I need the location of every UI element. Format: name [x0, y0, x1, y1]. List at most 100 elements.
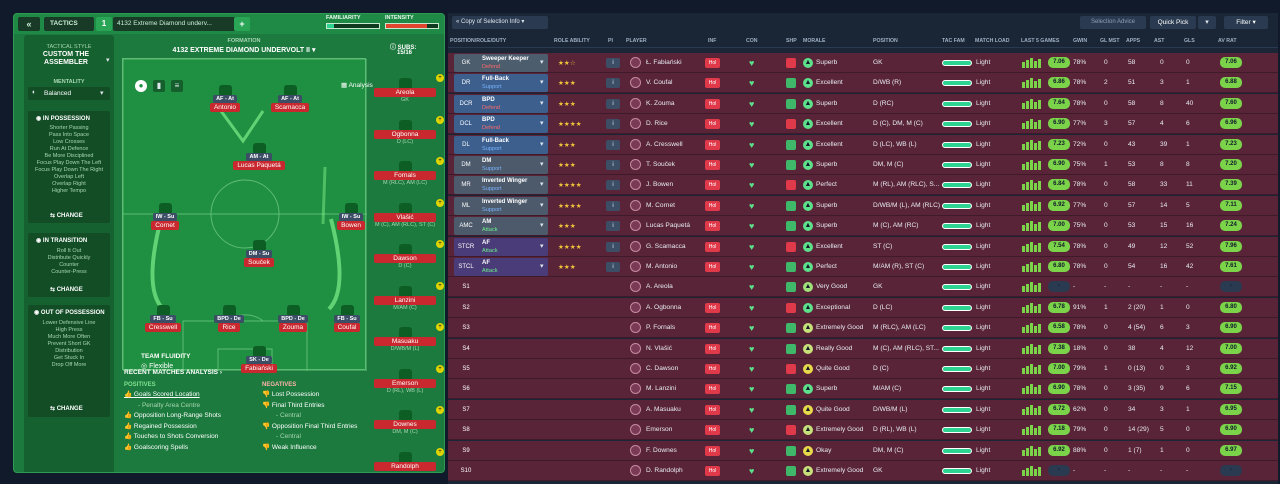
column-header[interactable]: GL MST	[1100, 38, 1120, 44]
column-header[interactable]: MATCH LOAD	[975, 38, 1010, 44]
player-instructions-icon[interactable]: i	[606, 262, 620, 272]
table-row[interactable]: S10 D. Randolph Hol ♥ ▲ Extremely Good GK Light…	[448, 461, 1278, 481]
sub-player[interactable]: Vlašić M (C), AM (RLC), ST (C) +	[370, 198, 444, 228]
player-name[interactable]: K. Zouma	[646, 99, 675, 107]
player-instructions-icon[interactable]: i	[606, 139, 620, 150]
chevron-down-icon[interactable]: ▾	[540, 79, 544, 87]
pitch-player[interactable]: BPD - De Rice	[201, 305, 257, 332]
table-row[interactable]: DCR BPD Defend ▾ ★★★ i K. Zouma Hol ♥ ▲ Superb D (R…	[448, 93, 1278, 114]
in-possession-change-button[interactable]: ⇆ CHANGE	[50, 213, 83, 219]
table-row[interactable]: S1 A. Areola ♥ ▲ Very Good GK Light - - - - - - -	[448, 277, 1278, 298]
tactics-tab[interactable]: TACTICS	[44, 17, 94, 31]
player-name[interactable]: J. Bowen	[646, 181, 674, 189]
table-row[interactable]: DCL BPD Defend ▾ ★★★★ i D. Rice Hol ♥ ▲ Excellent D…	[448, 114, 1278, 135]
pitch-player[interactable]: FB - Su Coufal	[319, 305, 375, 332]
tactical-style-name[interactable]: CUSTOM THE ASSEMBLER	[24, 51, 108, 67]
chevron-down-icon[interactable]: ▾	[540, 161, 544, 168]
position-role-box[interactable]: DL Full-Back Support ▾	[454, 135, 548, 154]
analysis-button[interactable]: ▦ Analysis	[341, 81, 373, 89]
tactic-name-dropdown[interactable]: 4132 Extreme Diamond underv...	[113, 17, 241, 31]
position-role-box[interactable]: AMC AM Attack ▾	[454, 217, 548, 236]
column-header[interactable]: CON	[746, 38, 758, 44]
position-role-box[interactable]: S6	[454, 380, 548, 398]
sub-player[interactable]: Areola GK +	[370, 74, 444, 103]
pitch-player[interactable]: IW - Su Cornet	[137, 203, 193, 230]
player-instructions-icon[interactable]: i	[606, 98, 620, 109]
column-header[interactable]: INF	[708, 38, 717, 44]
position-role-box[interactable]: S10	[454, 462, 548, 480]
chevron-down-icon[interactable]: ▾	[540, 222, 544, 230]
view-dropdown[interactable]: « Copy of Selection Info ▾	[452, 16, 548, 29]
table-row[interactable]: S3 P. Fornals Hol ♥ ▲ Extremely Good M (RLC), …	[448, 318, 1278, 339]
plus-icon[interactable]: +	[436, 364, 444, 373]
player-instructions-icon[interactable]: i	[606, 221, 620, 232]
player-name[interactable]: V. Coufal	[646, 79, 673, 87]
position-role-box[interactable]: S7	[454, 401, 548, 419]
formation-dropdown[interactable]: 4132 EXTREME DIAMOND UNDERVOLT II ▾	[122, 46, 366, 54]
column-header[interactable]: LAST 5 GAMES	[1021, 38, 1060, 44]
player-name[interactable]: M. Antonio	[646, 263, 678, 270]
player-name[interactable]: M. Cornet	[646, 201, 675, 209]
sub-player[interactable]: Ogbonna D (LC) +	[370, 115, 444, 145]
player-name[interactable]: Lucas Paquetá	[646, 222, 690, 230]
sub-player[interactable]: Dawson D (C) +	[370, 240, 444, 269]
player-instructions-icon[interactable]: i	[606, 119, 620, 130]
player-name[interactable]: Emerson	[646, 426, 673, 434]
position-role-box[interactable]: DM DM Support ▾	[454, 156, 548, 174]
tactic-slot-number[interactable]: 1	[96, 17, 112, 31]
pitch-player[interactable]: BPD - De Zouma	[265, 305, 321, 332]
double-chevron-left-icon[interactable]: «	[18, 17, 40, 31]
column-header[interactable]: POSITION	[873, 38, 898, 44]
add-tactic-button[interactable]: +	[234, 17, 250, 31]
chevron-down-icon[interactable]: ▾	[540, 242, 544, 250]
table-row[interactable]: AMC AM Attack ▾ ★★★ i Lucas Paquetá Hol ♥ ▲ Superb…	[448, 216, 1278, 237]
pitch-player[interactable]: AF - At Antonio	[197, 85, 253, 112]
plus-icon[interactable]: +	[436, 198, 444, 207]
chevron-down-icon[interactable]: ▾	[540, 120, 544, 128]
in-transition-change-button[interactable]: ⇆ CHANGE	[50, 287, 83, 293]
table-row[interactable]: S7 A. Masuaku Hol ♥ ▲ Quite Good D/WB/M (L) Lig…	[448, 399, 1278, 420]
quick-pick-button[interactable]: Quick Pick	[1150, 16, 1196, 29]
bar-chart-icon[interactable]: ▮	[153, 80, 165, 92]
player-name[interactable]: M. Lanzini	[646, 385, 677, 393]
column-header[interactable]: GWIN	[1073, 38, 1088, 44]
position-role-box[interactable]: GK Sweeper Keeper Defend ▾	[454, 54, 548, 72]
position-role-box[interactable]: S8	[454, 421, 548, 439]
table-row[interactable]: DM DM Support ▾ ★★★ i T. Souček Hol ♥ ▲ Superb DM, …	[448, 155, 1278, 175]
column-header[interactable]: ROLE ABILITY	[554, 38, 590, 44]
column-header[interactable]: SHP	[786, 38, 797, 44]
chevron-down-icon[interactable]: ▾	[540, 99, 544, 107]
position-role-box[interactable]: STCL AF Attack ▾	[454, 258, 548, 276]
player-name[interactable]: Ł. Fabiański	[646, 59, 682, 66]
chevron-down-icon[interactable]: ▾	[106, 57, 110, 64]
player-info-icon[interactable]: ●	[135, 80, 147, 92]
column-header[interactable]: PI	[608, 38, 613, 44]
player-instructions-icon[interactable]: i	[606, 180, 620, 191]
player-name[interactable]: T. Souček	[646, 161, 675, 168]
column-header[interactable]: APPS	[1126, 38, 1141, 44]
position-role-box[interactable]: S9	[454, 442, 548, 460]
list-icon[interactable]: ≡	[171, 80, 183, 92]
table-row[interactable]: ML Inverted Winger Support ▾ ★★★★ i M. Cornet H…	[448, 195, 1278, 216]
column-header[interactable]: GLS	[1184, 38, 1195, 44]
player-name[interactable]: G. Scamacca	[646, 242, 686, 250]
plus-icon[interactable]: +	[436, 115, 444, 124]
chevron-down-icon[interactable]: ▾	[540, 140, 544, 148]
position-role-box[interactable]: S2	[454, 299, 548, 317]
player-name[interactable]: D. Randolph	[646, 467, 683, 474]
column-header[interactable]: AV RAT	[1218, 38, 1237, 44]
chevron-down-icon[interactable]: ▾	[540, 263, 544, 270]
sub-player[interactable]: Fornals M (RLC), AM (LC) +	[370, 157, 444, 186]
pitch-player[interactable]: FB - Su Cresswell	[135, 305, 191, 332]
plus-icon[interactable]: +	[436, 240, 444, 248]
sub-player[interactable]: Randolph +	[370, 447, 444, 471]
pitch-player[interactable]: SK - De Fabiański	[231, 346, 287, 373]
plus-icon[interactable]: +	[436, 74, 444, 82]
chevron-down-icon[interactable]: ▾	[540, 181, 544, 189]
column-header[interactable]: POSITION/ROLE/DUTY	[450, 38, 507, 44]
table-row[interactable]: S2 A. Ogbonna Hol ♥ ▲ Exceptional D (LC) Light 6…	[448, 297, 1278, 318]
plus-icon[interactable]: +	[436, 447, 444, 456]
table-row[interactable]: STCL AF Attack ▾ ★★★ i M. Antonio Hol ♥ ▲ Perfect M…	[448, 257, 1278, 277]
plus-icon[interactable]: +	[436, 281, 444, 290]
player-name[interactable]: D. Rice	[646, 120, 668, 128]
